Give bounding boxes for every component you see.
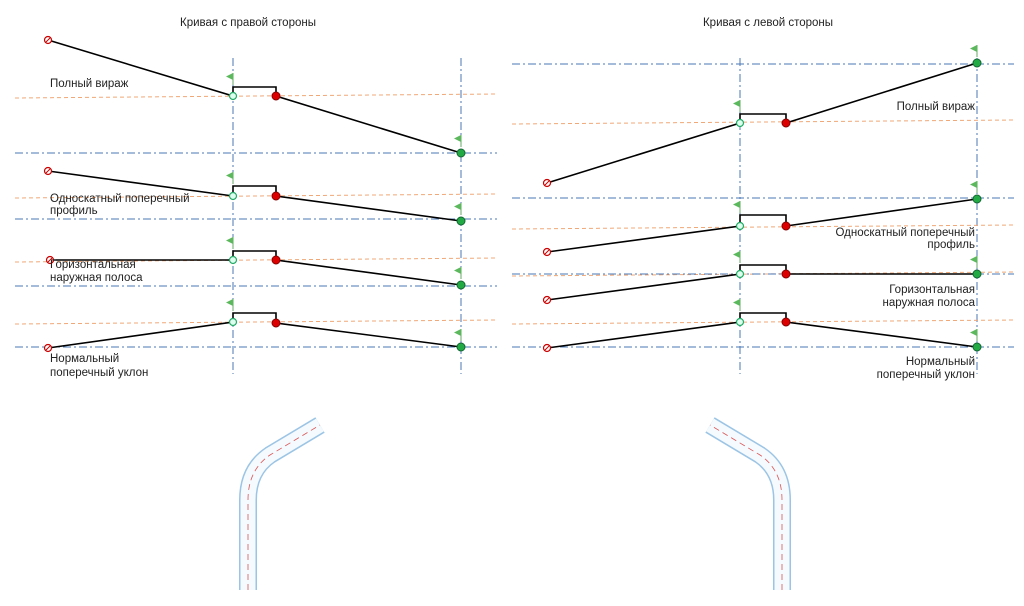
road-center [247,424,321,590]
row-label: Нормальный [906,356,975,368]
row-label: поперечный уклон [877,369,975,381]
flag [970,256,977,263]
flag [970,45,977,52]
pivot-point [735,221,745,231]
end-point [456,216,466,226]
end-point [456,148,466,158]
end-point [972,194,982,204]
flag [733,299,740,306]
grade-line [14,193,498,199]
red-point [271,318,281,328]
pivot-point [735,269,745,279]
profile-line [50,250,462,286]
grade-line [14,257,498,263]
row-label: профиль [50,205,98,217]
row-label: Полный вираж [897,101,976,113]
flag [970,181,977,188]
row-label: наружная полоса [882,297,975,309]
flag [454,329,461,336]
red-point [781,269,791,279]
pivot-point [735,317,745,327]
red-point [271,191,281,201]
start-hatch [544,345,550,351]
row-label: Нормальный [50,353,119,365]
profile-line [546,264,977,301]
panel-title: Кривая с левой стороны [703,17,833,29]
flag [226,299,233,306]
row-label: поперечный уклон [50,367,148,379]
profile-line [47,39,462,154]
flag [454,203,461,210]
profile-line [546,312,978,349]
pivot-point [228,91,238,101]
row-label: наружная полоса [50,272,143,284]
row-label: Односкатный поперечный [50,193,190,205]
pivot-point [228,191,238,201]
flag [454,267,461,274]
end-point [972,58,982,68]
profile-line [546,198,978,253]
flag [454,135,461,142]
profile-line [47,312,462,349]
pivot-point [228,317,238,327]
red-point [781,221,791,231]
flag [226,73,233,80]
grade-line [14,93,498,99]
profile-line [546,62,978,184]
row-label: Полный вираж [50,78,129,90]
start-hatch [47,257,53,263]
end-point [456,342,466,352]
red-point [781,118,791,128]
red-point [271,255,281,265]
end-point [972,269,982,279]
pivot-point [735,118,745,128]
row-label: Горизонтальная [50,259,136,271]
red-point [781,317,791,327]
pivot-point [228,255,238,265]
end-point [456,280,466,290]
red-point [271,91,281,101]
end-point [972,342,982,352]
flag [733,100,740,107]
road-fill [706,418,790,590]
start-hatch [544,249,550,255]
road-center [709,424,783,590]
start-hatch [45,345,51,351]
grade-line [511,119,1015,125]
flag [733,201,740,208]
row-label: Горизонтальная [889,284,975,296]
panel-title: Кривая с правой стороны [180,17,316,29]
start-hatch [45,37,51,43]
grade-line [511,319,1015,325]
flag [226,172,233,179]
start-hatch [45,168,51,174]
start-hatch [544,180,550,186]
row-label: Односкатный поперечный [835,227,975,239]
flag [226,237,233,244]
profile-line [47,170,462,222]
flag [733,251,740,258]
row-label: профиль [927,239,975,251]
start-hatch [544,297,550,303]
grade-line [14,319,498,325]
flag [970,329,977,336]
road-fill [240,418,324,590]
